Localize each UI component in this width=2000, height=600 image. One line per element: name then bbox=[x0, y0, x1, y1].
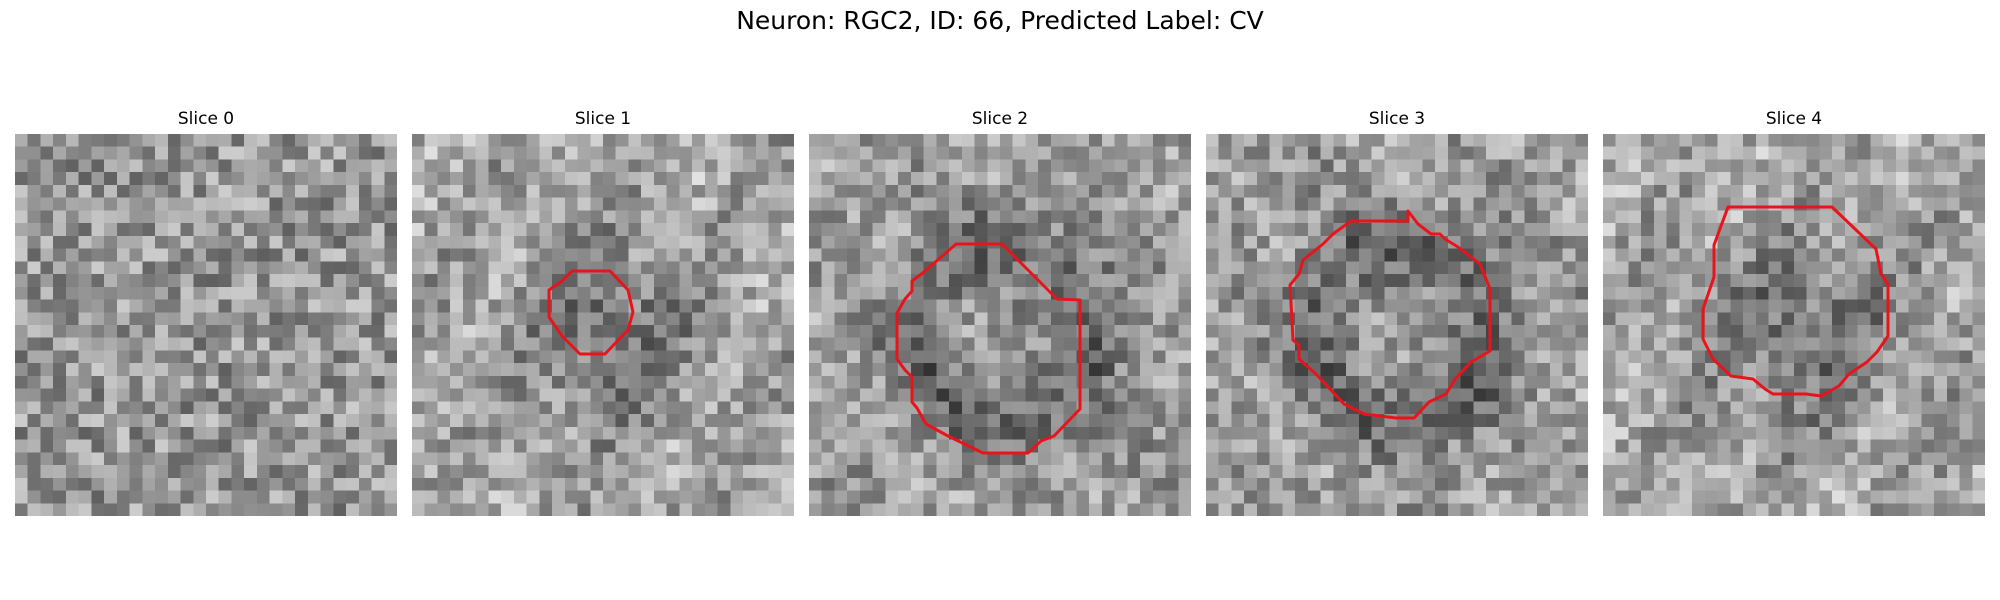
slice-1-image bbox=[412, 134, 794, 516]
slice-1-contour bbox=[547, 269, 635, 356]
slice-0-image bbox=[15, 134, 397, 516]
panel-title-slice-0: Slice 0 bbox=[177, 109, 235, 129]
slice-3-grayscale-image bbox=[1206, 134, 1588, 516]
panel-title-slice-4: Slice 4 bbox=[1765, 109, 1823, 129]
slice-4-image bbox=[1603, 134, 1985, 516]
slice-3-contour bbox=[1288, 209, 1492, 420]
slice-1-grayscale-image bbox=[412, 134, 794, 516]
slice-4-contour bbox=[1701, 205, 1890, 398]
panel-title-slice-1: Slice 1 bbox=[574, 109, 632, 129]
figure-title: Neuron: RGC2, ID: 66, Predicted Label: C… bbox=[736, 6, 1264, 35]
slice-4-grayscale-image bbox=[1603, 134, 1985, 516]
panel-title-slice-2: Slice 2 bbox=[971, 109, 1029, 129]
slice-3-image bbox=[1206, 134, 1588, 516]
slice-0-grayscale-image bbox=[15, 134, 397, 516]
slice-2-contour bbox=[895, 242, 1082, 455]
slice-2-image bbox=[809, 134, 1191, 516]
panel-title-slice-3: Slice 3 bbox=[1368, 109, 1426, 129]
